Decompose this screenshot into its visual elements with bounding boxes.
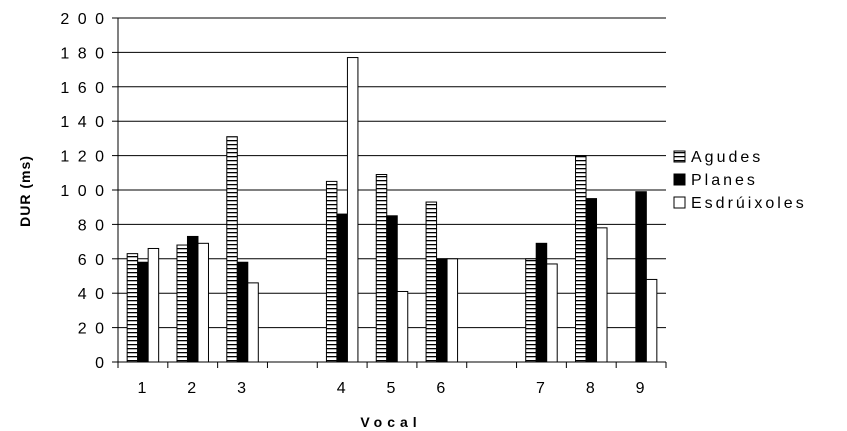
x-tick-label: 6 [436, 380, 447, 397]
legend-label-planes: Planes [691, 172, 758, 189]
x-axis-title: Vocal [360, 414, 421, 430]
x-tick-label: 5 [387, 380, 398, 397]
y-tick-label: 1 6 0 [60, 80, 106, 97]
y-tick-label: 1 4 0 [60, 114, 106, 131]
y-tick-label: 2 0 [78, 321, 106, 338]
legend-label-esdrúixoles: Esdrúixoles [691, 195, 807, 212]
x-tick-label: 1 [137, 380, 148, 397]
bar-agudes [176, 244, 188, 363]
bar-planes [535, 242, 548, 363]
bar-agudes [525, 258, 537, 363]
x-tick-label: 4 [337, 380, 348, 397]
y-axis-title: DUR (ms) [17, 155, 33, 227]
bar-agudes [226, 136, 238, 363]
legend-swatch-agudes [673, 150, 686, 163]
y-tick-label: 8 0 [78, 217, 106, 234]
legend: Agudes Planes Esdrúixoles [673, 149, 807, 212]
y-tick-label: 1 8 0 [60, 45, 106, 62]
y-tick-label: 0 [95, 355, 106, 372]
bar-agudes [425, 201, 438, 363]
bar-planes [635, 191, 647, 363]
bar-planes [386, 215, 398, 363]
y-tick-label: 4 0 [78, 286, 106, 303]
y-tick-label: 2 0 0 [60, 11, 106, 28]
bar-agudes [325, 180, 338, 363]
bar-planes [186, 235, 199, 363]
bar-esdrúixoles [396, 290, 409, 363]
bar-esdrúixoles [546, 263, 558, 363]
y-tick-label: 6 0 [78, 252, 106, 269]
legend-swatch-esdrúixoles [673, 196, 686, 209]
bar-esdrúixoles [446, 258, 459, 363]
bar-planes [336, 213, 348, 363]
bar-agudes [375, 174, 388, 363]
bars [126, 57, 658, 363]
bar-planes [236, 261, 249, 363]
bar-planes [436, 258, 448, 363]
bar-esdrúixoles [645, 278, 658, 363]
bar-agudes [126, 253, 139, 363]
x-tick-labels: 1 2 3 4 5 6 7 8 9 [137, 380, 647, 397]
bar-esdrúixoles [147, 247, 160, 363]
x-tick-label: 7 [536, 380, 547, 397]
legend-swatch-planes [673, 173, 686, 186]
bar-planes [137, 261, 149, 363]
bar-esdrúixoles [247, 282, 259, 363]
x-tick-label: 9 [636, 380, 647, 397]
y-tick-labels: 0 2 0 4 0 6 0 8 0 1 0 0 1 2 0 1 4 0 1 6 0 1 8 0 2 … [60, 11, 106, 372]
bar-agudes [575, 155, 587, 363]
bar-esdrúixoles [596, 227, 608, 363]
gridlines [118, 17, 666, 329]
x-tick-label: 3 [237, 380, 248, 397]
bar-planes [585, 198, 598, 363]
bar-esdrúixoles [346, 57, 359, 363]
x-tick-label: 2 [187, 380, 198, 397]
x-tick-label: 8 [586, 380, 597, 397]
axes [112, 17, 667, 368]
legend-label-agudes: Agudes [691, 149, 763, 166]
y-tick-label: 1 0 0 [60, 183, 106, 200]
y-tick-label: 1 2 0 [60, 149, 106, 166]
bar-esdrúixoles [197, 242, 209, 363]
